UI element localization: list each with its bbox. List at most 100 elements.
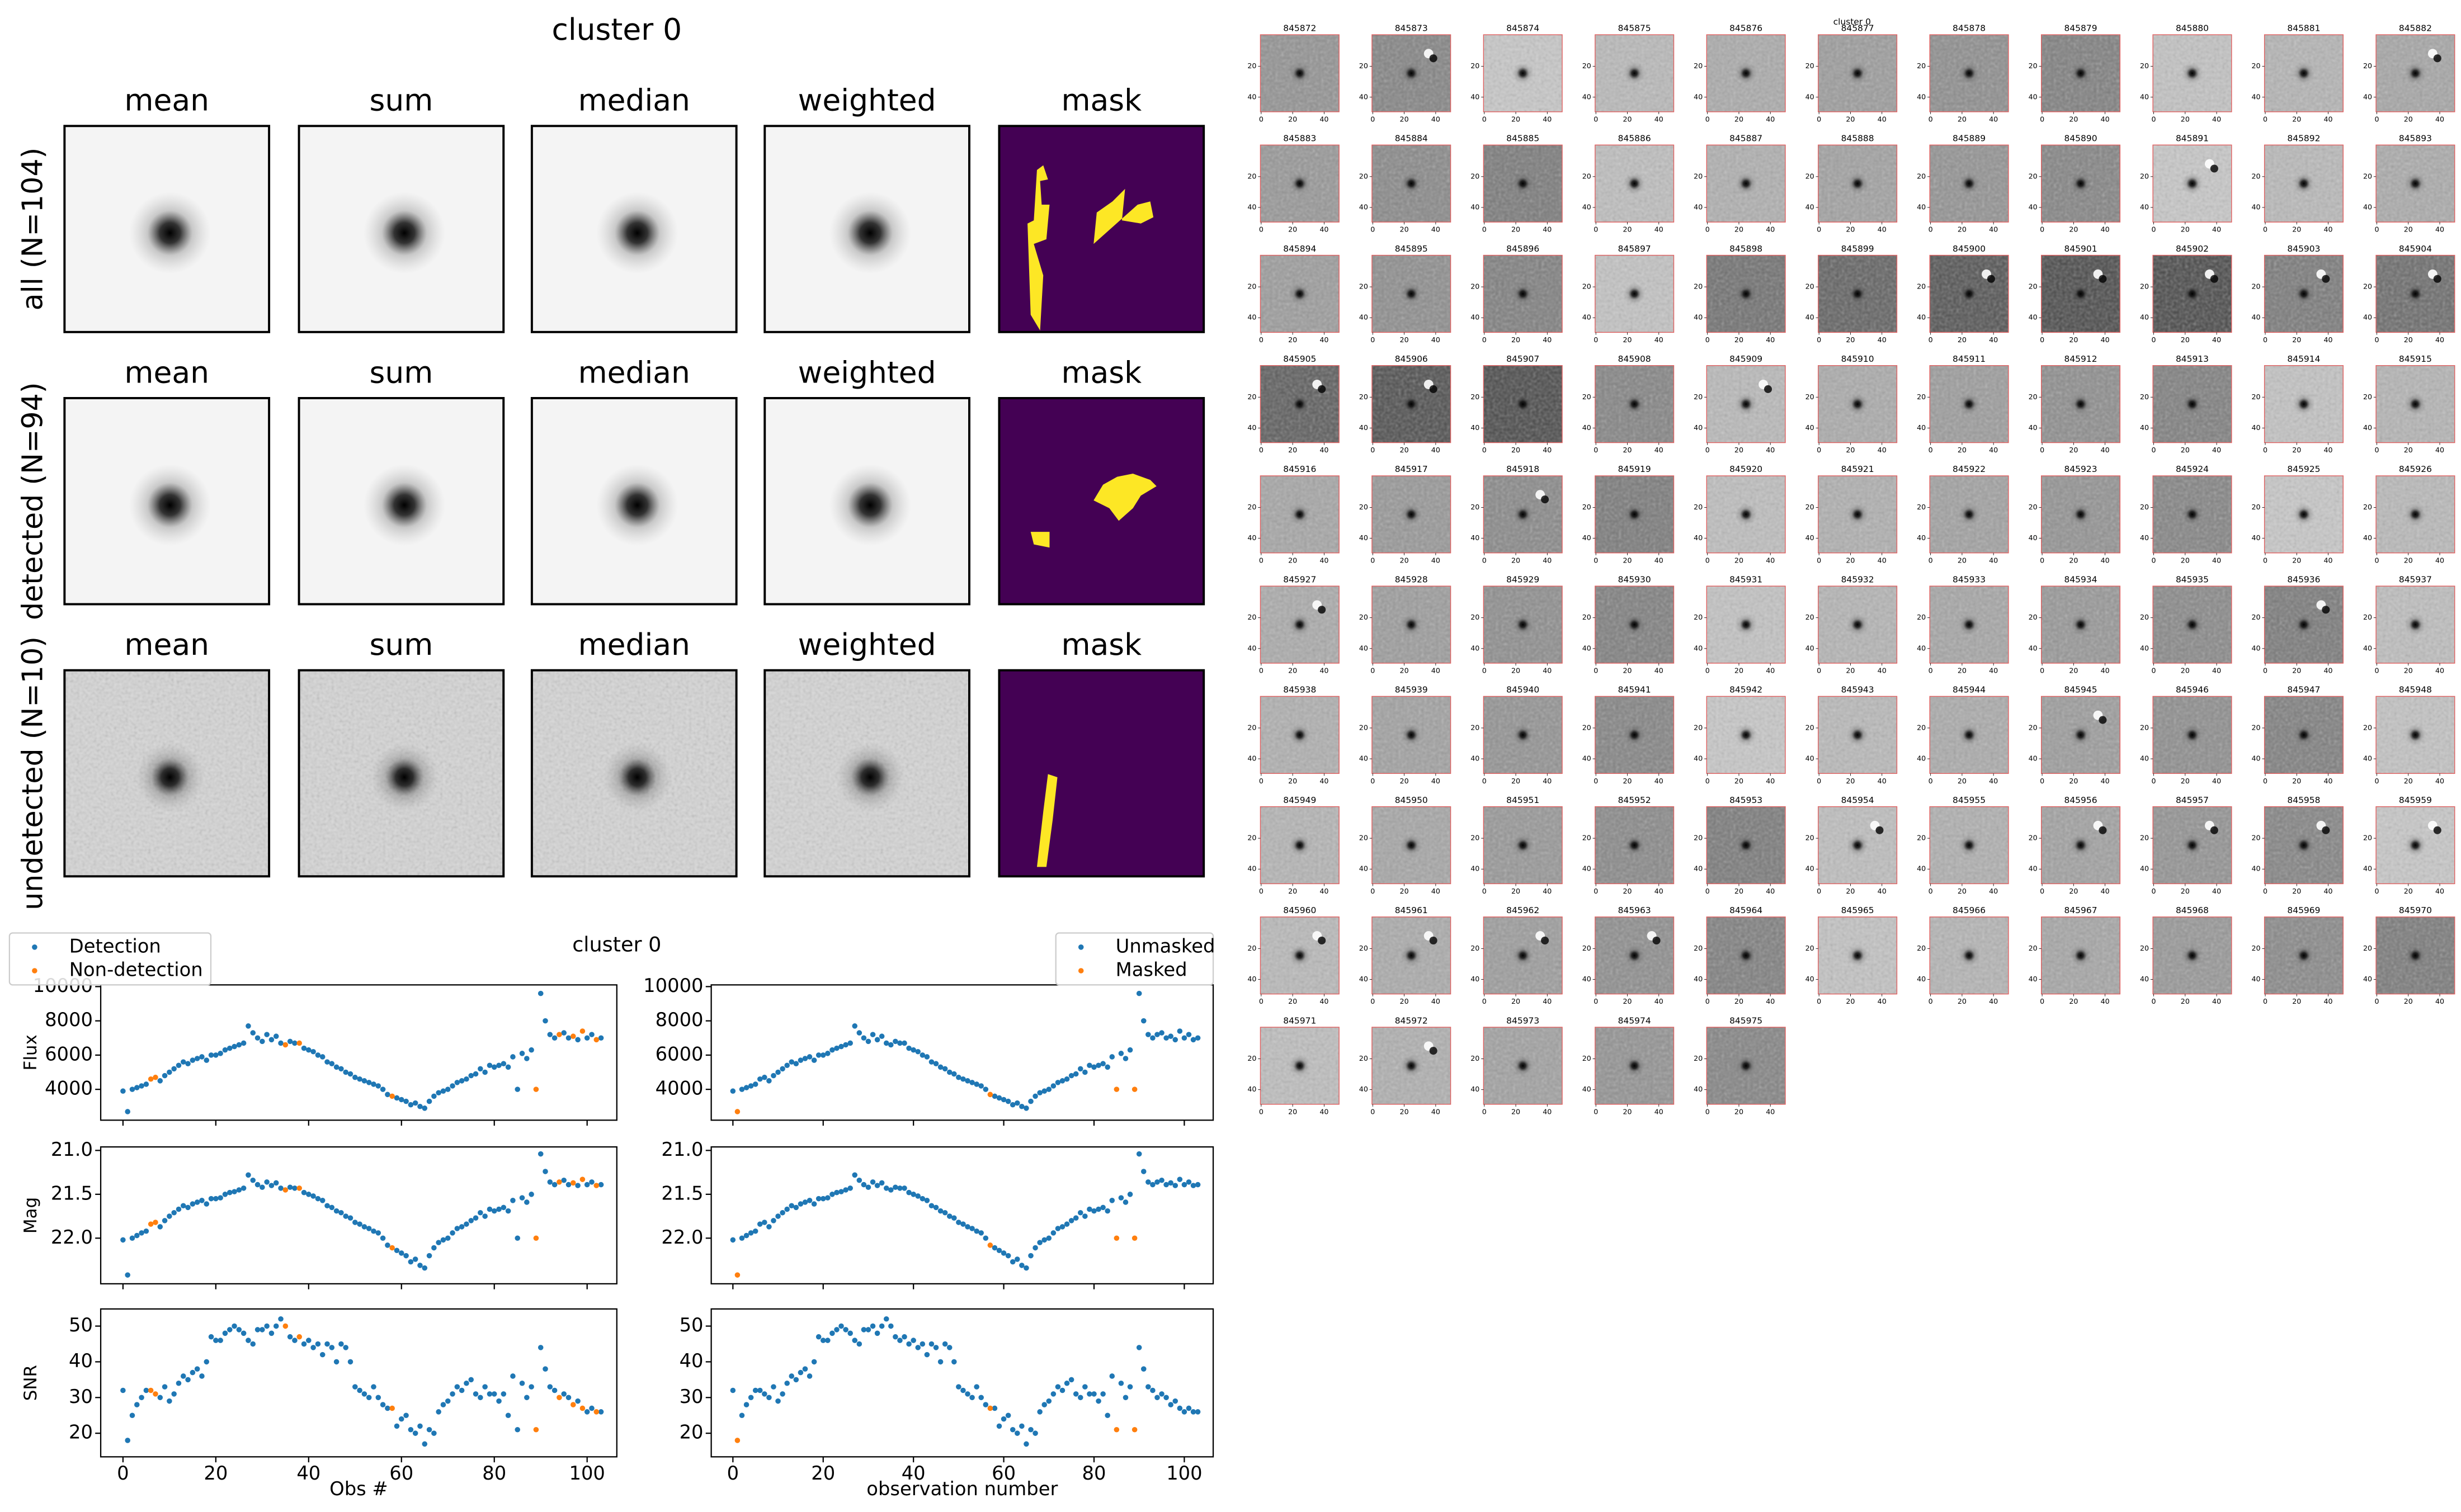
data-point xyxy=(771,1218,776,1223)
data-point xyxy=(551,1387,558,1393)
stamp-psf xyxy=(1623,1055,1646,1077)
data-point xyxy=(204,1057,210,1063)
data-point xyxy=(1100,1061,1106,1066)
stamp-y-tick-label: 20 xyxy=(1805,62,1814,70)
stamp-x-tick-label: 0 xyxy=(1370,556,1375,564)
data-point xyxy=(496,1062,502,1069)
stamp-x-tick-label: 20 xyxy=(2181,997,2190,1005)
stamp-psf xyxy=(1958,834,1981,857)
stamp-psf xyxy=(1400,393,1422,415)
stamp-y-tick-label: 20 xyxy=(2140,613,2149,621)
stamp-title: 845874 xyxy=(1506,23,1539,33)
data-point xyxy=(1154,1179,1160,1185)
data-point xyxy=(784,1380,790,1386)
data-point xyxy=(1010,1426,1016,1433)
stamp-frame xyxy=(1818,916,1898,995)
stamp-x-tick-label: 0 xyxy=(2263,997,2267,1005)
data-point xyxy=(1195,1035,1201,1041)
stamp-y-tick-label: 40 xyxy=(1470,864,1479,873)
data-point xyxy=(241,1185,247,1191)
data-point xyxy=(815,1196,822,1202)
data-point xyxy=(847,1040,853,1046)
stamp-x-tick-label: 40 xyxy=(1319,115,1328,124)
stamp-x-tick-label: 20 xyxy=(1623,777,1632,785)
stamp-y-tick-label: 20 xyxy=(2140,503,2149,511)
data-point xyxy=(802,1366,808,1372)
stamp-x-tick-label: 20 xyxy=(1846,777,1855,785)
stamp-frame xyxy=(1929,254,2009,333)
stamp-title: 845898 xyxy=(1729,244,1762,254)
stamp-y-tick-label: 40 xyxy=(1917,754,1926,763)
stamp-x-tick-label: 20 xyxy=(2292,336,2301,344)
data-point xyxy=(533,1235,539,1241)
data-point xyxy=(440,1402,446,1407)
stamp-title: 845895 xyxy=(1395,244,1428,254)
stamp-y-tick-label: 20 xyxy=(2363,172,2372,180)
stamp-psf xyxy=(2404,282,2427,305)
stamp-x-tick-label: 40 xyxy=(1766,667,1775,675)
stamp-x-tick-label: 0 xyxy=(1259,777,1263,785)
data-point xyxy=(911,1338,916,1343)
stamp-x-tick-label: 0 xyxy=(1593,225,1598,234)
stamp-psf xyxy=(1400,503,1422,526)
data-point xyxy=(450,1391,455,1397)
data-point xyxy=(771,1384,776,1390)
stamp-x-tick-label: 40 xyxy=(1543,115,1552,124)
data-point xyxy=(748,1395,754,1401)
data-point xyxy=(589,1405,595,1411)
data-point xyxy=(306,1192,312,1197)
stamp-x-tick-label: 40 xyxy=(2435,115,2444,124)
stamp-x-tick-label: 20 xyxy=(1734,446,1743,454)
data-point xyxy=(125,1109,130,1114)
data-point xyxy=(1181,1409,1187,1415)
data-point xyxy=(1100,1391,1106,1397)
stamp-y-tick-label: 40 xyxy=(2251,975,2260,983)
data-point xyxy=(1028,1426,1034,1433)
psf xyxy=(829,192,911,274)
data-point xyxy=(371,1081,376,1087)
stamp-x-tick-label: 20 xyxy=(2069,115,2078,124)
stamp-y-tick-label: 40 xyxy=(1582,92,1591,101)
stamp-y-tick-label: 40 xyxy=(1805,92,1814,101)
stamp-x-tick-label: 40 xyxy=(1543,336,1552,344)
data-point xyxy=(547,1384,553,1390)
data-point xyxy=(920,1052,926,1058)
data-point xyxy=(1109,1198,1115,1203)
data-point xyxy=(1140,1018,1147,1024)
data-point xyxy=(775,1398,781,1404)
data-point xyxy=(1186,1179,1192,1185)
stamp-y-tick-label: 40 xyxy=(2251,423,2260,432)
data-point xyxy=(807,1198,813,1203)
psf xyxy=(363,192,446,274)
data-point xyxy=(310,1193,316,1199)
stamp-x-tick-label: 0 xyxy=(1593,997,1598,1005)
stamp-y-tick-label: 20 xyxy=(1805,503,1814,511)
stamp-x-tick-label: 40 xyxy=(1989,887,1998,895)
data-point xyxy=(579,1405,586,1411)
data-point xyxy=(888,1187,894,1193)
stamp-y-tick-label: 20 xyxy=(2140,944,2149,952)
stamp-y-tick-label: 40 xyxy=(1917,864,1926,873)
stamp-title: 845893 xyxy=(2399,134,2432,144)
data-point xyxy=(148,1221,154,1227)
stamp-x-tick-label: 20 xyxy=(1958,336,1967,344)
stamp-title: 845931 xyxy=(1729,574,1762,584)
stamp-x-tick-label: 0 xyxy=(1482,556,1487,564)
data-point xyxy=(1195,1182,1201,1188)
data-point xyxy=(450,1230,455,1236)
stamp-y-tick-label: 20 xyxy=(2029,503,2038,511)
legend-marker xyxy=(1078,968,1084,974)
stamp-y-tick-label: 20 xyxy=(1805,393,1814,401)
y-tick-label: 30 xyxy=(680,1386,704,1407)
data-point xyxy=(942,1341,948,1347)
data-point xyxy=(287,1184,293,1190)
data-point xyxy=(250,1030,256,1036)
data-point xyxy=(1064,1221,1070,1227)
data-point xyxy=(1037,1090,1043,1096)
data-point xyxy=(412,1100,418,1106)
data-point xyxy=(915,1048,921,1055)
stamp-y-tick-label: 40 xyxy=(1247,533,1256,542)
data-point xyxy=(194,1366,200,1372)
data-point xyxy=(1123,1199,1129,1205)
